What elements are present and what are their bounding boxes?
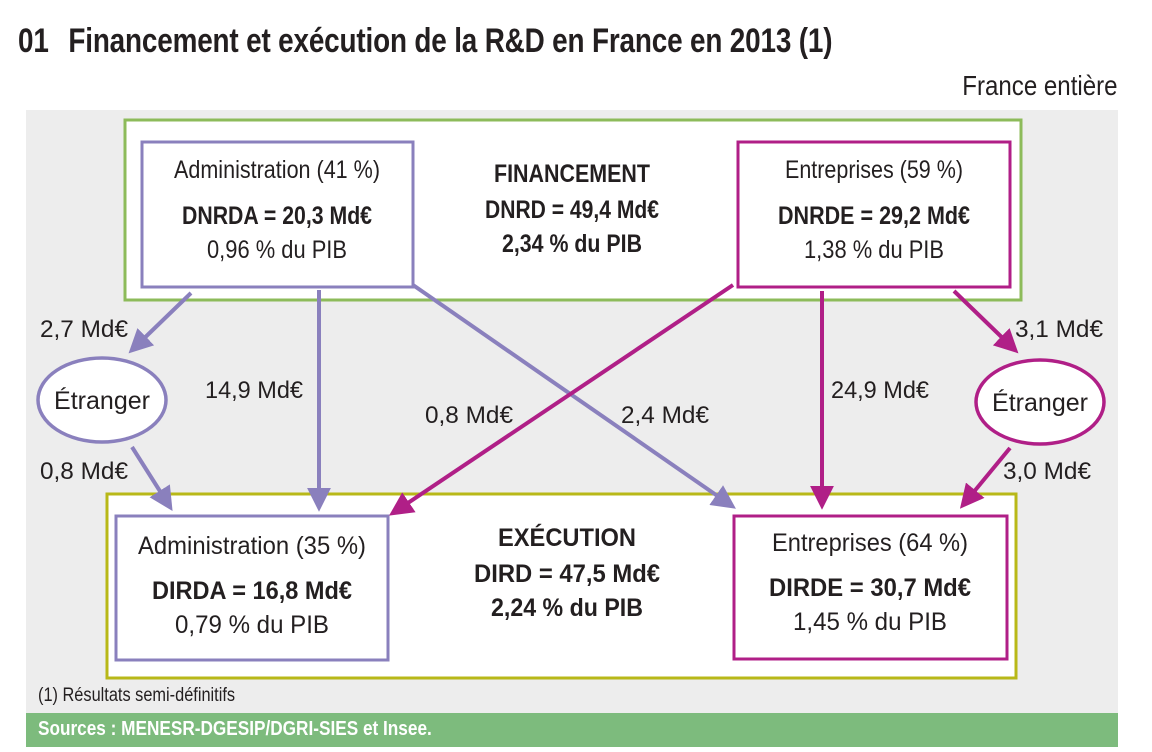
execution-administration-box [114, 514, 390, 662]
financement-entreprises-box [736, 140, 1012, 289]
financement-administration-label: Administration (41 %) [174, 156, 380, 184]
execution-administration-value: DIRDA = 16,8 Md€ [152, 577, 352, 605]
etranger-right-label: Étranger [992, 388, 1088, 417]
financement-entreprises-label: Entreprises (59 %) [785, 156, 963, 184]
execution-entreprises-value: DIRDE = 30,7 Md€ [769, 574, 971, 602]
flow-label-admin-to-entreprises: 2,4 Md€ [621, 402, 710, 429]
etranger-left-ellipse [36, 356, 168, 444]
financement-administration-box [140, 140, 415, 289]
financement-administration-value: DNRDA = 20,3 Md€ [182, 202, 372, 230]
arrow-entreprises-to-admin [389, 283, 735, 516]
flow-label-admin-to-admin: 14,9 Md€ [205, 377, 304, 404]
flow-label-etranger-to-admin: 0,8 Md€ [40, 458, 129, 485]
execution-administration-label: Administration (35 %) [138, 532, 366, 560]
flow-label-entreprises-to-admin: 0,8 Md€ [425, 402, 514, 429]
arrow-etranger-to-entreprises [959, 446, 1012, 509]
flow-label-entreprises-to-etranger: 3,1 Md€ [1015, 316, 1104, 343]
financement-pib: 2,34 % du PIB [502, 230, 642, 258]
financement-entreprises-value: DNRDE = 29,2 Md€ [778, 202, 970, 230]
execution-entreprises-box [732, 514, 1009, 661]
arrow-entreprises-to-etranger [952, 289, 1019, 354]
financement-total: DNRD = 49,4 Md€ [485, 196, 659, 224]
arrow-etranger-to-admin [130, 445, 173, 512]
execution-entreprises-pib: 1,45 % du PIB [793, 608, 947, 636]
financement-entreprises-pib: 1,38 % du PIB [804, 236, 944, 264]
footnote: (1) Résultats semi-définitifs [38, 685, 236, 706]
figure-title: 01 Financement et exécution de la R&D en … [18, 22, 832, 61]
sources-text: Sources : MENESR-DGESIP/DGRI-SIES et Ins… [38, 718, 432, 740]
arrow-admin-to-etranger [128, 291, 193, 354]
financement-administration-pib: 0,96 % du PIB [207, 236, 347, 264]
etranger-right-ellipse [974, 358, 1106, 446]
financement-heading: FINANCEMENT [494, 160, 650, 188]
flow-label-admin-to-etranger: 2,7 Md€ [40, 316, 129, 343]
arrow-admin-to-entreprises [411, 283, 736, 509]
scope-label: France entière [962, 70, 1118, 101]
execution-heading: EXÉCUTION [498, 523, 636, 552]
flow-label-entreprises-to-entreprises: 24,9 Md€ [831, 377, 930, 404]
execution-total: DIRD = 47,5 Md€ [474, 560, 660, 588]
flow-label-etranger-to-entreprises: 3,0 Md€ [1003, 458, 1092, 485]
execution-pib: 2,24 % du PIB [491, 594, 643, 622]
sources-band [26, 713, 1118, 747]
etranger-left-label: Étranger [54, 386, 150, 415]
figure-number: 01 [18, 22, 49, 60]
execution-entreprises-label: Entreprises (64 %) [772, 529, 968, 557]
execution-administration-pib: 0,79 % du PIB [175, 611, 329, 639]
figure-title-text: Financement et exécution de la R&D en Fr… [68, 22, 833, 60]
